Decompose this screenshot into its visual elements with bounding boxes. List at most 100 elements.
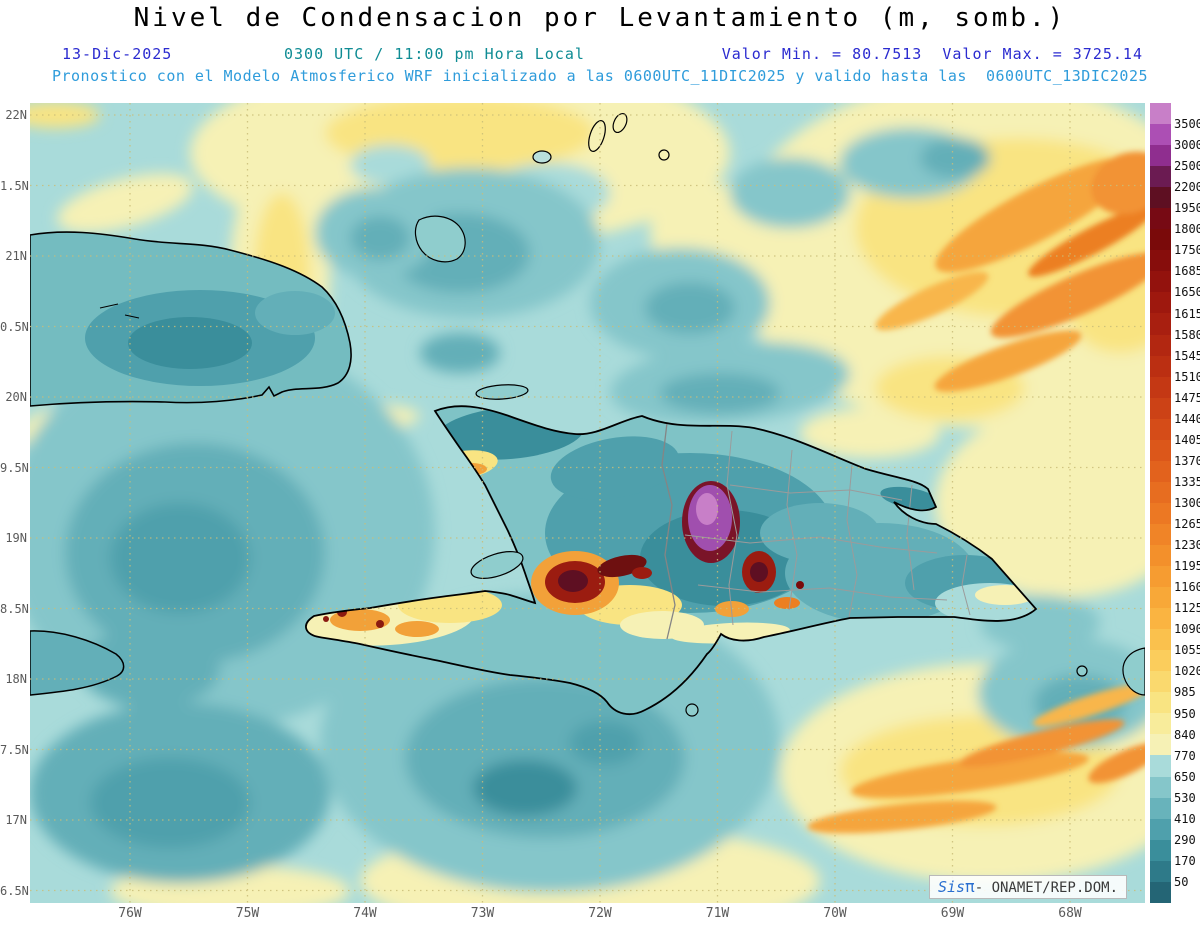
value-max-label: Valor Max. = 3725.14: [942, 45, 1143, 63]
orange-streaks: [807, 151, 1169, 834]
colorbar-segment: [1150, 566, 1171, 588]
colorbar-segment: [1150, 376, 1171, 398]
colorbar-tick-label: 3500: [1174, 117, 1200, 132]
colorbar-tick-label: 1300: [1174, 496, 1200, 510]
watermark-org: ONAMET/REP.DOM.: [991, 880, 1118, 896]
y-tick-label: 0.5N: [0, 319, 29, 334]
y-tick-label: 6.5N: [0, 883, 29, 898]
colorbar-segment: [1150, 881, 1171, 903]
colorbar: [1150, 103, 1171, 903]
colorbar-segment: [1150, 671, 1171, 693]
x-tick-label: 76W: [118, 906, 142, 921]
colorbar-segment: [1150, 818, 1171, 840]
colorbar-segment: [1150, 145, 1171, 167]
value-min-max: Valor Min. = 80.7513 Valor Max. = 3725.1…: [722, 45, 1143, 63]
colorbar-segment: [1150, 229, 1171, 251]
colorbar-segment: [1150, 439, 1171, 461]
haiti-maroon-max: [558, 570, 588, 592]
colorbar-segment: [1150, 313, 1171, 335]
x-tick-label: 70W: [823, 906, 847, 921]
colorbar-segment: [1150, 608, 1171, 630]
forecast-line: Pronostico con el Modelo Atmosferico WRF…: [51, 67, 1149, 85]
colorbar-segment: [1150, 629, 1171, 651]
x-tick-label: 74W: [353, 906, 377, 921]
puerto-rico-west-coast: [1122, 647, 1146, 696]
colorbar-tick-label: 1750: [1174, 243, 1200, 258]
page-title: Nivel de Condensacion por Levantamiento …: [133, 3, 1067, 33]
colorbar-tick-label: 1650: [1174, 285, 1200, 300]
colorbar-tick-label: 650: [1174, 769, 1196, 784]
value-min-label: Valor Min. = 80.7513: [721, 45, 923, 63]
colorbar-tick-label: 840: [1174, 727, 1196, 742]
y-tick-label: 8.5N: [0, 601, 29, 616]
colorbar-tick-label: 1580: [1174, 327, 1200, 342]
colorbar-tick-label: 1195: [1174, 559, 1200, 574]
colorbar-tick-label: 950: [1174, 706, 1196, 721]
colorbar-tick-label: 1510: [1174, 369, 1200, 384]
colorbar-segment: [1150, 355, 1171, 377]
colorbar-tick-label: 1405: [1174, 432, 1200, 447]
ocean-shading: [5, 58, 1200, 927]
y-tick-label: 19N: [5, 531, 27, 545]
colorbar-segment: [1150, 103, 1171, 125]
gonave-island: [470, 551, 524, 579]
mona-island: [1076, 665, 1088, 677]
tortuga-island: [475, 384, 529, 400]
colorbar-tick-label: 1125: [1174, 601, 1200, 616]
colorbar-tick-label: 1475: [1174, 390, 1200, 405]
colorbar-tick-label: 770: [1174, 748, 1196, 763]
great-inagua-island: [414, 215, 466, 263]
y-tick-label: 1.5N: [0, 178, 29, 193]
colorbar-tick-label: 1265: [1174, 517, 1200, 532]
colorbar-segment: [1150, 208, 1171, 230]
valid-time: 0300 UTC / 11:00 pm Hora Local: [284, 45, 585, 63]
y-tick-label: 20N: [5, 390, 27, 404]
colorbar-tick-label: 170: [1174, 853, 1196, 868]
y-tick-label: 22N: [5, 108, 27, 122]
x-tick-label: 72W: [588, 906, 612, 921]
y-tick-label: 17N: [5, 813, 27, 827]
colorbar-tick-label: 2500: [1174, 159, 1200, 174]
watermark: Sisπ- ONAMET/REP.DOM.: [928, 875, 1127, 899]
y-tick-label: 7.5N: [0, 742, 29, 757]
x-tick-label: 71W: [705, 906, 730, 921]
colorbar-segment: [1150, 839, 1171, 861]
colorbar-tick-label: 985: [1174, 685, 1196, 700]
colorbar-segment: [1150, 397, 1171, 419]
x-tick-label: 73W: [470, 906, 495, 921]
beata-island: [685, 703, 699, 717]
y-tick-label: 21N: [5, 249, 27, 263]
colorbar-segment: [1150, 713, 1171, 735]
turks-island: [658, 149, 670, 161]
header-line-datetime: 13-Dic-2025 0300 UTC / 11:00 pm Hora Loc…: [0, 45, 1200, 65]
colorbar-tick-label: 1090: [1174, 622, 1200, 637]
colorbar-tick-label: 1335: [1174, 474, 1200, 489]
little-inagua-island: [532, 150, 552, 164]
watermark-pi: π: [965, 877, 975, 896]
colorbar-segment: [1150, 418, 1171, 440]
colorbar-segment: [1150, 334, 1171, 356]
colorbar-segment: [1150, 797, 1171, 819]
colorbar-tick-label: 1440: [1174, 411, 1200, 426]
colorbar-segment: [1150, 587, 1171, 609]
colorbar-tick-label: 290: [1174, 832, 1196, 847]
colorbar-tick-label: 530: [1174, 790, 1196, 805]
turks-caicos-island-2: [612, 112, 628, 134]
watermark-sep: -: [974, 880, 984, 896]
colorbar-tick-label: 1685: [1174, 264, 1200, 279]
x-tick-label: 68W: [1058, 906, 1082, 921]
latlon-grid: [30, 103, 1145, 903]
colorbar-tick-label: 1230: [1174, 538, 1200, 553]
colorbar-tick-label: 1370: [1174, 453, 1200, 468]
y-tick-label: 9.5N: [0, 460, 29, 475]
map-canvas: Sisπ- ONAMET/REP.DOM.: [5, 58, 1200, 927]
x-tick-label: 69W: [940, 906, 965, 921]
colorbar-segment: [1150, 481, 1171, 503]
colorbar-segment: [1150, 776, 1171, 798]
colorbar-segment: [1150, 187, 1171, 209]
colorbar-segment: [1150, 692, 1171, 714]
colorbar-segment: [1150, 755, 1171, 777]
colorbar-segment: [1150, 860, 1171, 882]
colorbar-segment: [1150, 250, 1171, 272]
